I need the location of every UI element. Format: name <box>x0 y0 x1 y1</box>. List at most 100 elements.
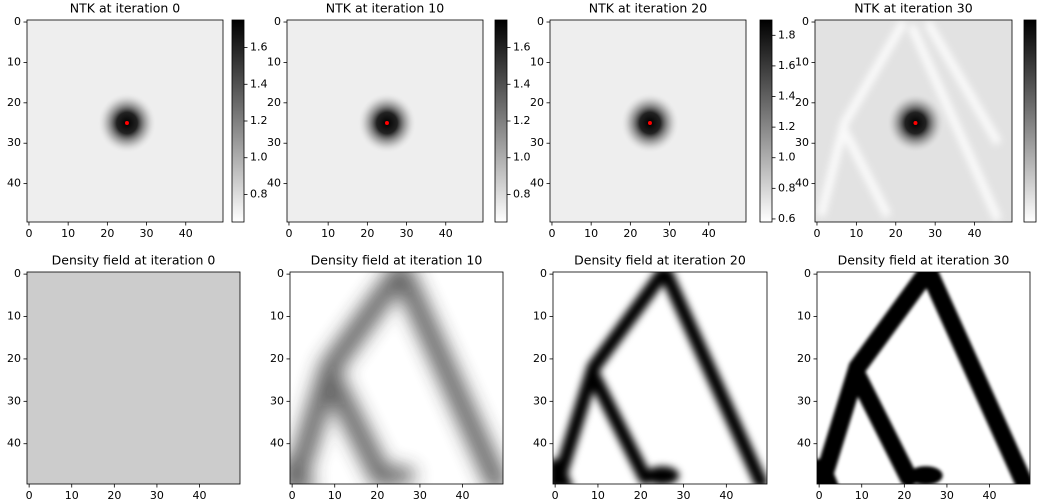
x-tick-label: 0 <box>548 227 555 240</box>
y-tick-label: 0 <box>802 15 809 28</box>
y-tick-label: 30 <box>7 394 21 407</box>
image <box>550 20 746 222</box>
colorbar-tick-label: 1.0 <box>778 151 796 164</box>
density-image <box>27 272 240 484</box>
y-tick-label: 20 <box>267 96 281 109</box>
colorbar <box>1023 19 1037 223</box>
colorbar-tick-label: 0.8 <box>250 187 268 200</box>
y-tick-label: 40 <box>533 437 547 450</box>
density-blob <box>645 466 680 484</box>
chart-title: NTK at iteration 20 <box>589 1 707 16</box>
x-tick-label: 10 <box>61 227 75 240</box>
x-tick-label: 10 <box>321 227 335 240</box>
colorbar-tick-label: 1.2 <box>250 114 268 127</box>
colorbar-tick-label: 1.6 <box>513 41 531 54</box>
chart-title: Density field at iteration 20 <box>574 253 746 268</box>
chart-title: Density field at iteration 0 <box>52 253 216 268</box>
x-tick-label: 40 <box>179 227 193 240</box>
axes-frame <box>26 271 241 485</box>
x-tick-label: 40 <box>456 489 470 502</box>
x-tick-label: 0 <box>813 227 820 240</box>
density-member <box>290 272 503 484</box>
ntk-lines <box>816 20 1003 222</box>
y-tick-label: 10 <box>530 55 544 68</box>
x-tick-label: 0 <box>816 489 823 502</box>
y-tick-label: 30 <box>267 136 281 149</box>
image <box>817 272 1030 484</box>
x-tick-label: 30 <box>928 227 942 240</box>
chart-title: NTK at iteration 30 <box>854 1 972 16</box>
axes-frame <box>552 271 768 485</box>
density-member <box>817 272 1030 484</box>
y-tick-label: 10 <box>267 55 281 68</box>
x-tick-label: 20 <box>634 489 648 502</box>
marker-point <box>647 121 652 126</box>
marker-point <box>124 121 129 126</box>
y-tick-label: 30 <box>270 394 284 407</box>
colorbar-tick-label: 1.4 <box>250 77 268 90</box>
y-tick-label: 0 <box>537 15 544 28</box>
image <box>553 272 767 484</box>
y-tick-label: 20 <box>533 352 547 365</box>
x-tick-label: 30 <box>400 227 414 240</box>
colorbar-tick-label: 0.8 <box>513 187 531 200</box>
colorbar <box>759 19 773 223</box>
colorbar-tick-label: 0.6 <box>778 212 796 225</box>
y-tick-label: 30 <box>533 394 547 407</box>
image <box>27 20 223 222</box>
axes-frame <box>814 19 1013 223</box>
density-fill <box>817 457 839 484</box>
y-tick-label: 40 <box>7 177 21 190</box>
y-tick-label: 10 <box>7 310 21 323</box>
axes-frame <box>289 271 504 485</box>
x-tick-label: 20 <box>107 489 121 502</box>
chart-title: NTK at iteration 0 <box>70 1 180 16</box>
x-tick-label: 40 <box>983 489 997 502</box>
x-tick-label: 0 <box>285 227 292 240</box>
y-tick-label: 10 <box>797 310 811 323</box>
x-tick-label: 0 <box>289 489 296 502</box>
x-tick-label: 20 <box>370 489 384 502</box>
y-tick-label: 40 <box>267 177 281 190</box>
x-tick-label: 0 <box>552 489 559 502</box>
colorbar-tick-label: 1.0 <box>250 151 268 164</box>
colorbar-tick-label: 1.4 <box>778 90 796 103</box>
x-tick-label: 30 <box>677 489 691 502</box>
x-tick-label: 30 <box>940 489 954 502</box>
y-tick-label: 10 <box>7 55 21 68</box>
x-tick-label: 40 <box>719 489 733 502</box>
density-member <box>553 272 767 484</box>
density-fill <box>553 458 572 484</box>
y-tick-label: 0 <box>274 15 281 28</box>
y-tick-label: 30 <box>797 394 811 407</box>
x-tick-label: 30 <box>663 227 677 240</box>
colorbar-tick-label: 1.0 <box>513 151 531 164</box>
x-tick-label: 30 <box>150 489 164 502</box>
colorbar-tick-label: 1.6 <box>778 59 796 72</box>
ntk-line <box>816 20 1003 222</box>
colorbar-tick-label: 1.8 <box>778 28 796 41</box>
x-tick-label: 40 <box>702 227 716 240</box>
x-tick-label: 10 <box>591 489 605 502</box>
colorbar <box>231 19 245 223</box>
colorbar-tick-label: 1.6 <box>250 41 268 54</box>
y-tick-label: 20 <box>797 352 811 365</box>
y-tick-label: 40 <box>530 177 544 190</box>
image <box>290 272 503 484</box>
marker-point <box>913 121 918 126</box>
y-tick-label: 30 <box>530 136 544 149</box>
colorbar <box>494 19 508 223</box>
chart-title: NTK at iteration 10 <box>326 1 444 16</box>
y-tick-label: 40 <box>7 437 21 450</box>
y-tick-label: 20 <box>795 96 809 109</box>
image <box>815 20 1012 222</box>
chart-title: Density field at iteration 30 <box>838 253 1010 268</box>
x-tick-label: 0 <box>25 227 32 240</box>
axes-frame <box>816 271 1031 485</box>
x-tick-label: 10 <box>849 227 863 240</box>
image <box>287 20 483 222</box>
x-tick-label: 20 <box>623 227 637 240</box>
x-tick-label: 0 <box>26 489 33 502</box>
y-tick-label: 40 <box>795 177 809 190</box>
